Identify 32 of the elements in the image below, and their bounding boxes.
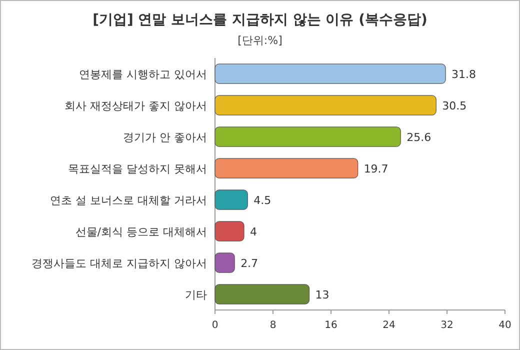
data-label: 13 [315, 288, 330, 302]
bar [214, 190, 248, 210]
bar [214, 95, 436, 116]
y-tick-label: 회사 재정상태가 좋지 않아서 [64, 99, 207, 112]
data-label: 4.5 [254, 194, 272, 207]
bar [214, 284, 310, 304]
data-label: 2.7 [240, 256, 258, 270]
data-label: 4 [250, 225, 257, 238]
y-tick-label: 선물/회식 등으로 대체해서 [75, 225, 207, 238]
x-tick-label: 32 [440, 320, 454, 331]
x-tick-label: 8 [270, 320, 276, 331]
x-tick-label: 16 [324, 320, 338, 331]
y-tick-label: 경쟁사들도 대체로 지급하지 않아서 [32, 256, 207, 270]
chart-subtitle: [단위:%] [238, 34, 282, 47]
y-tick-label: 목표실적을 달성하지 못해서 [68, 162, 207, 176]
bar [214, 64, 446, 84]
y-tick-label: 기타 [185, 288, 207, 302]
y-tick-label: 연초 설 보너스로 대체할 거라서 [50, 194, 207, 207]
bar [214, 252, 235, 273]
bar [214, 221, 244, 242]
x-tick-label: 0 [212, 320, 218, 331]
bar [214, 126, 401, 147]
y-tick-label: 경기가 안 좋아서 [123, 130, 207, 144]
x-tick-label: 24 [382, 320, 396, 331]
data-label: 30.5 [442, 99, 467, 112]
chart-title: [기업] 연말 보너스를 지급하지 않는 이유 (복수응답) [92, 12, 428, 28]
x-tick-label: 40 [498, 320, 512, 331]
data-label: 31.8 [452, 68, 476, 81]
bar [214, 158, 358, 178]
y-tick-label: 연봉제를 시행하고 있어서 [79, 68, 207, 81]
data-label: 25.6 [406, 130, 432, 144]
data-label: 19.7 [364, 162, 388, 176]
